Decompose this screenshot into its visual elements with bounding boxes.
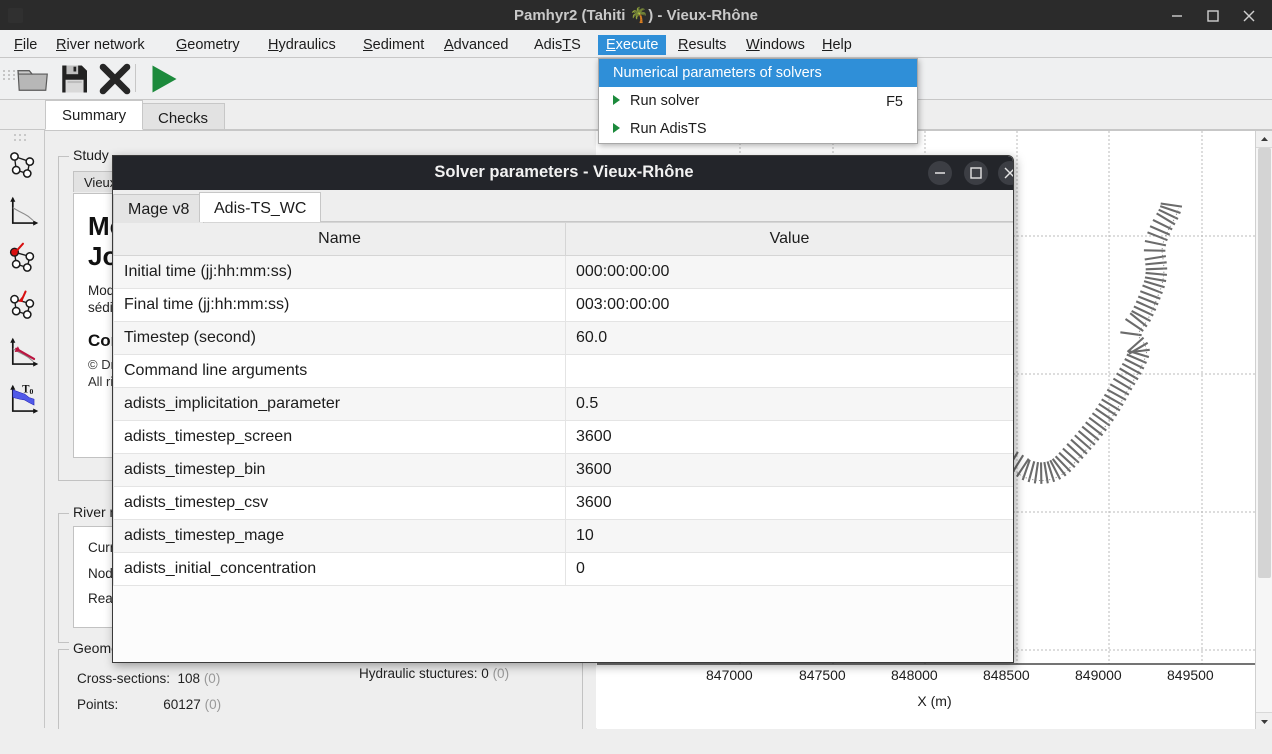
svg-text:T0: T0 xyxy=(22,383,33,396)
